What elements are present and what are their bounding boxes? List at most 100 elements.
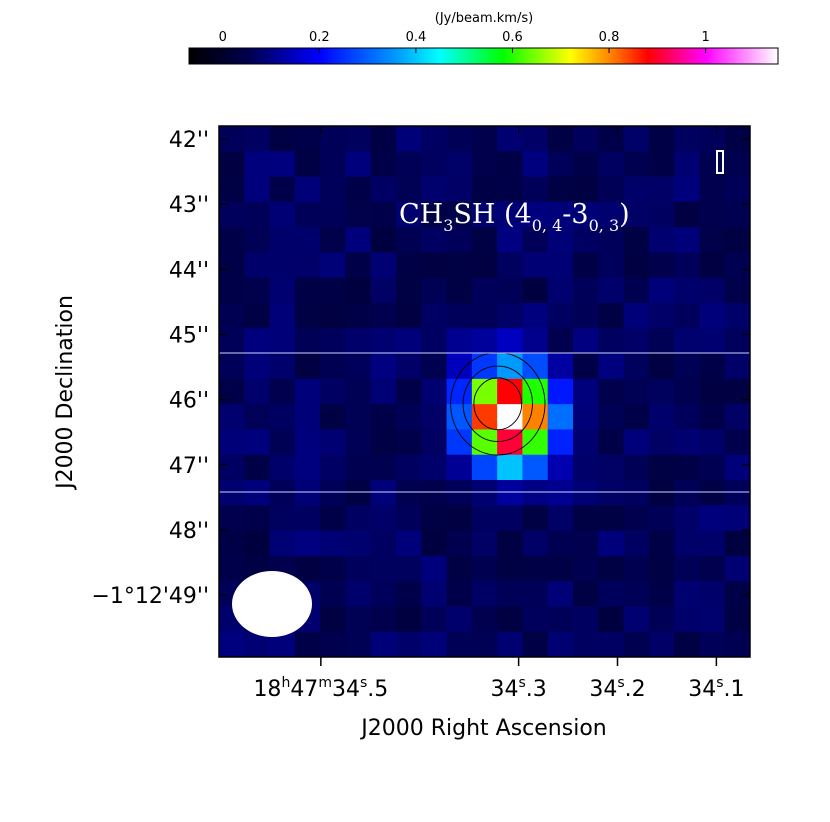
pixel-18-20 bbox=[724, 581, 750, 608]
pixel-16-18 bbox=[674, 530, 701, 557]
pixel-3-11 bbox=[497, 201, 524, 228]
pixel-9-5 bbox=[345, 353, 372, 380]
pixel-2-1 bbox=[244, 176, 271, 203]
pixel-18-15 bbox=[598, 581, 625, 608]
pixel-17-11 bbox=[497, 555, 524, 582]
pixel-17-13 bbox=[547, 555, 574, 582]
pixel-11-1 bbox=[244, 404, 271, 431]
pixel-1-15 bbox=[598, 151, 625, 178]
pixel-0-5 bbox=[345, 126, 372, 152]
pixel-11-19 bbox=[699, 404, 726, 431]
pixel-3-20 bbox=[724, 201, 750, 228]
pixel-15-10 bbox=[471, 505, 498, 532]
x-tick-label-2: 34s.2 bbox=[589, 675, 645, 702]
pixel-20-14 bbox=[573, 631, 599, 657]
pixel-11-16 bbox=[623, 404, 650, 431]
pixel-18-12 bbox=[522, 581, 549, 608]
pixel-1-5 bbox=[345, 151, 372, 178]
pixel-10-16 bbox=[623, 378, 650, 405]
pixel-2-15 bbox=[598, 176, 625, 203]
pixel-6-6 bbox=[370, 277, 397, 304]
pixel-8-2 bbox=[269, 328, 296, 355]
pixel-5-13 bbox=[547, 252, 574, 279]
pixel-12-0 bbox=[219, 429, 245, 456]
pixel-6-2 bbox=[269, 277, 296, 304]
pixel-7-14 bbox=[573, 303, 599, 329]
pixel-20-18 bbox=[674, 631, 701, 657]
pixel-14-1 bbox=[244, 480, 271, 506]
y-axis-label: J2000 Declination bbox=[53, 295, 78, 491]
pixel-5-1 bbox=[244, 252, 271, 279]
pixel-11-18 bbox=[674, 404, 701, 431]
pixel-1-2 bbox=[269, 151, 296, 178]
pixel-2-13 bbox=[547, 176, 574, 203]
pixel-3-7 bbox=[396, 201, 422, 228]
pixel-5-15 bbox=[598, 252, 625, 279]
pixel-8-7 bbox=[396, 328, 422, 355]
pixel-8-5 bbox=[345, 328, 372, 355]
pixel-14-0 bbox=[219, 480, 245, 506]
pixel-8-17 bbox=[648, 328, 675, 355]
pixel-14-10 bbox=[471, 480, 498, 506]
pixel-16-15 bbox=[598, 530, 625, 557]
pixel-19-6 bbox=[370, 606, 397, 633]
pixel-5-10 bbox=[471, 252, 498, 279]
pixel-4-4 bbox=[320, 227, 347, 254]
pixel-6-5 bbox=[345, 277, 372, 304]
pixel-0-2 bbox=[269, 126, 296, 152]
map-frame bbox=[218, 125, 751, 658]
pixel-4-5 bbox=[345, 227, 372, 254]
pixel-0-14 bbox=[573, 126, 599, 152]
pixel-20-9 bbox=[446, 631, 473, 657]
pixel-8-11 bbox=[497, 328, 524, 355]
pixel-15-12 bbox=[522, 505, 549, 532]
pixel-13-12 bbox=[522, 454, 549, 481]
pixel-16-17 bbox=[648, 530, 675, 557]
pixel-19-19 bbox=[699, 606, 726, 633]
pixel-17-3 bbox=[294, 555, 321, 582]
pixel-15-16 bbox=[623, 505, 650, 532]
pixel-1-8 bbox=[421, 151, 448, 178]
pixel-1-6 bbox=[370, 151, 397, 178]
pixel-4-2 bbox=[269, 227, 296, 254]
colorbar-tick-label-0: 0 bbox=[219, 30, 227, 45]
pixel-9-7 bbox=[396, 353, 422, 380]
pixel-20-12 bbox=[522, 631, 549, 657]
pixel-1-11 bbox=[497, 151, 524, 178]
pixel-9-15 bbox=[598, 353, 625, 380]
pixel-17-10 bbox=[471, 555, 498, 582]
pixel-12-5 bbox=[345, 429, 372, 456]
pixel-5-19 bbox=[699, 252, 726, 279]
pixel-4-18 bbox=[674, 227, 701, 254]
pixel-13-8 bbox=[421, 454, 448, 481]
pixel-2-20 bbox=[724, 176, 750, 203]
pixel-20-5 bbox=[345, 631, 372, 657]
pixel-19-18 bbox=[674, 606, 701, 633]
pixel-16-2 bbox=[269, 530, 296, 557]
pixel-19-10 bbox=[471, 606, 498, 633]
pixel-6-0 bbox=[219, 277, 245, 304]
pixel-16-9 bbox=[446, 530, 473, 557]
pixel-7-20 bbox=[724, 303, 750, 329]
pixel-0-6 bbox=[370, 126, 397, 152]
y-tick-label-0: 42'' bbox=[169, 128, 209, 153]
pixel-6-4 bbox=[320, 277, 347, 304]
pixel-14-5 bbox=[345, 480, 372, 506]
pixel-4-16 bbox=[623, 227, 650, 254]
pixel-10-2 bbox=[269, 378, 296, 405]
pixel-20-4 bbox=[320, 631, 347, 657]
pixel-7-18 bbox=[674, 303, 701, 329]
pixel-0-17 bbox=[648, 126, 675, 152]
pixel-3-3 bbox=[294, 201, 321, 228]
pixel-8-9 bbox=[446, 328, 473, 355]
pixel-12-1 bbox=[244, 429, 271, 456]
pixel-14-16 bbox=[623, 480, 650, 506]
pixel-11-14 bbox=[573, 404, 599, 431]
pixel-16-3 bbox=[294, 530, 321, 557]
axis-ticks bbox=[219, 126, 750, 666]
pixel-10-8 bbox=[421, 378, 448, 405]
pixel-2-2 bbox=[269, 176, 296, 203]
pixel-16-20 bbox=[724, 530, 750, 557]
pixel-7-0 bbox=[219, 303, 245, 329]
